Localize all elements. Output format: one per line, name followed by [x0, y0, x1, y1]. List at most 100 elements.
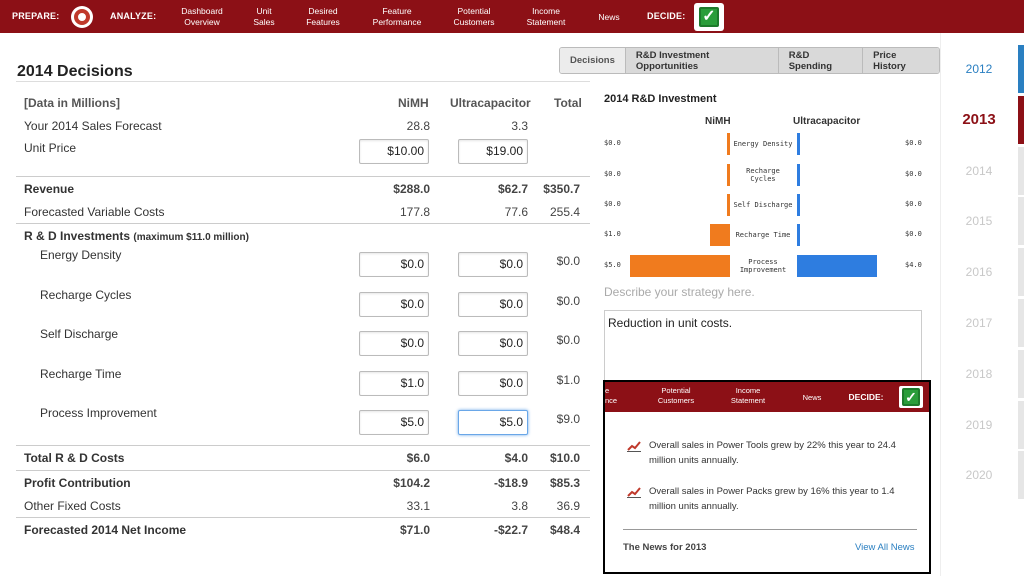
rd-chart-nimh-bar	[727, 133, 730, 155]
year-item[interactable]: 2017	[965, 316, 993, 330]
nav-news[interactable]: News	[598, 12, 620, 22]
other-fixed-costs-label: Other Fixed Costs	[24, 499, 121, 513]
rd-nimh-input[interactable]: $0.0	[359, 331, 429, 356]
rd-chart-ultra-bar	[797, 224, 800, 246]
popup-decide-button[interactable]: ✓	[899, 386, 923, 408]
nav-unit-sales[interactable]: Unit Sales	[253, 6, 275, 27]
year-item[interactable]: 2014	[965, 163, 993, 178]
rd-row-label: Process Improvement	[40, 406, 157, 420]
rd-chart-nimh-label: $5.0	[604, 261, 621, 269]
popup-nav-partial[interactable]: e nce	[605, 386, 618, 405]
popup-nav-potential-customers[interactable]: Potential Customers	[657, 386, 695, 405]
popup-nav-bar: e nce Potential Customers Income Stateme…	[605, 382, 929, 412]
news-item: Overall sales in Power Tools grew by 22%…	[627, 438, 917, 468]
year-indicator	[1018, 197, 1024, 246]
rd-chart-nimh-bar	[710, 224, 730, 246]
rd-chart-title: 2014 R&D Investment	[604, 93, 717, 105]
rd-ultra-input[interactable]: $0.0	[458, 371, 528, 396]
rd-ultra-input[interactable]: $0.0	[458, 292, 528, 317]
rd-chart-category: Self Discharge	[733, 201, 793, 209]
page-title: 2014 Decisions	[17, 63, 133, 80]
trend-up-icon	[627, 441, 641, 452]
other-fixed-costs-nimh: 33.1	[406, 499, 430, 513]
revenue-nimh: $288.0	[393, 182, 430, 196]
year-item[interactable]: 2020	[965, 468, 993, 483]
rd-ultra-input[interactable]: $0.0	[458, 331, 528, 356]
year-item[interactable]: 2015	[965, 214, 993, 229]
year-item[interactable]: 2016	[965, 265, 993, 280]
rd-ultra-input[interactable]: $5.0	[458, 410, 528, 435]
lifering-icon[interactable]	[71, 6, 93, 28]
net-income-total: $48.4	[549, 523, 580, 537]
divider	[16, 223, 590, 224]
checkmark-icon: ✓	[699, 7, 719, 27]
view-all-news-link[interactable]: View All News	[855, 542, 915, 553]
year-sidebar: 2012 2013 2014 2015 2016 2017 2018 2019 …	[940, 33, 1024, 576]
trend-up-icon	[627, 487, 641, 498]
rd-chart-category: Recharge Time	[735, 231, 791, 239]
sales-forecast-ultra: 3.3	[511, 119, 528, 133]
rd-chart-category: Recharge Cycles	[746, 167, 780, 183]
year-indicator	[1018, 400, 1024, 449]
decision-tabs: Decisions R&D Investment Opportunities R…	[559, 47, 940, 74]
net-income-ultra: -$22.7	[493, 523, 528, 537]
news-footer-title: The News for 2013	[623, 542, 707, 553]
tab-price-history[interactable]: Price History	[862, 48, 939, 73]
strategy-textarea[interactable]: Reduction in unit costs.	[604, 310, 922, 390]
rd-chart-ultra-label: $0.0	[905, 230, 922, 238]
nav-desired-features[interactable]: Desired Features	[306, 6, 340, 27]
popup-nav-income-statement[interactable]: Income Statement	[730, 386, 766, 405]
unit-price-label: Unit Price	[24, 141, 77, 155]
year-indicator	[1018, 146, 1024, 195]
news-popup: e nce Potential Customers Income Stateme…	[603, 380, 931, 574]
prepare-label: PREPARE:	[12, 11, 60, 21]
year-indicator	[1018, 451, 1024, 500]
profit-contribution-label: Profit Contribution	[24, 476, 131, 490]
tab-decisions[interactable]: Decisions	[560, 48, 625, 73]
rd-ultra-input[interactable]: $0.0	[458, 252, 528, 277]
news-item: Overall sales in Power Packs grew by 16%…	[627, 484, 917, 514]
unit-price-nimh-input[interactable]: $10.00	[359, 139, 429, 164]
total-rd-nimh: $6.0	[406, 451, 430, 465]
rd-chart-ultra-bar	[797, 194, 800, 216]
rd-chart-category: Energy Density	[733, 140, 793, 148]
year-item[interactable]: 2013	[962, 110, 996, 128]
rd-row-total: $1.0	[556, 373, 580, 387]
main-content: 2014 Decisions Decisions R&D Investment …	[0, 33, 940, 576]
tab-rd-investment-opportunities[interactable]: R&D Investment Opportunities	[624, 48, 778, 73]
rd-chart-nimh-label: $0.0	[604, 200, 621, 208]
rd-nimh-input[interactable]: $0.0	[359, 292, 429, 317]
year-item[interactable]: 2018	[965, 366, 993, 381]
rd-chart-nimh-label: $0.0	[604, 170, 621, 178]
news-item-text: Overall sales in Power Packs grew by 16%…	[649, 486, 895, 512]
rd-row-label: Self Discharge	[40, 327, 119, 341]
revenue-label: Revenue	[24, 182, 75, 196]
total-rd-label: Total R & D Costs	[24, 451, 125, 465]
decide-checkbox-button[interactable]: ✓	[694, 3, 724, 31]
nav-potential-customers[interactable]: Potential Customers	[453, 6, 495, 27]
rd-nimh-input[interactable]: $0.0	[359, 252, 429, 277]
divider	[16, 445, 590, 446]
year-item[interactable]: 2019	[965, 417, 993, 432]
nav-income-statement[interactable]: Income Statement	[526, 6, 566, 27]
nav-feature-performance[interactable]: Feature Performance	[372, 6, 422, 27]
rd-row-total: $0.0	[556, 294, 580, 308]
rd-nimh-input[interactable]: $1.0	[359, 371, 429, 396]
divider	[16, 176, 590, 177]
tab-rd-spending[interactable]: R&D Spending	[777, 48, 863, 73]
analyze-label: ANALYZE:	[110, 11, 157, 21]
unit-price-ultra-input[interactable]: $19.00	[458, 139, 528, 164]
popup-nav-news[interactable]: News	[802, 393, 822, 402]
rd-row-total: $9.0	[556, 412, 580, 426]
total-rd-ultra: $4.0	[504, 451, 528, 465]
rd-chart-ultra-label: $0.0	[905, 200, 922, 208]
year-item[interactable]: 2012	[965, 62, 993, 76]
profit-contribution-ultra: -$18.9	[493, 476, 528, 490]
top-nav-bar: PREPARE: ANALYZE: Dashboard Overview Uni…	[0, 0, 1024, 33]
rd-nimh-input[interactable]: $5.0	[359, 410, 429, 435]
revenue-ultra: $62.7	[497, 182, 528, 196]
rd-chart-nimh-header: NiMH	[705, 116, 731, 127]
nav-dashboard-overview[interactable]: Dashboard Overview	[181, 6, 223, 27]
sales-forecast-nimh: 28.8	[406, 119, 430, 133]
year-indicator	[1018, 299, 1024, 347]
